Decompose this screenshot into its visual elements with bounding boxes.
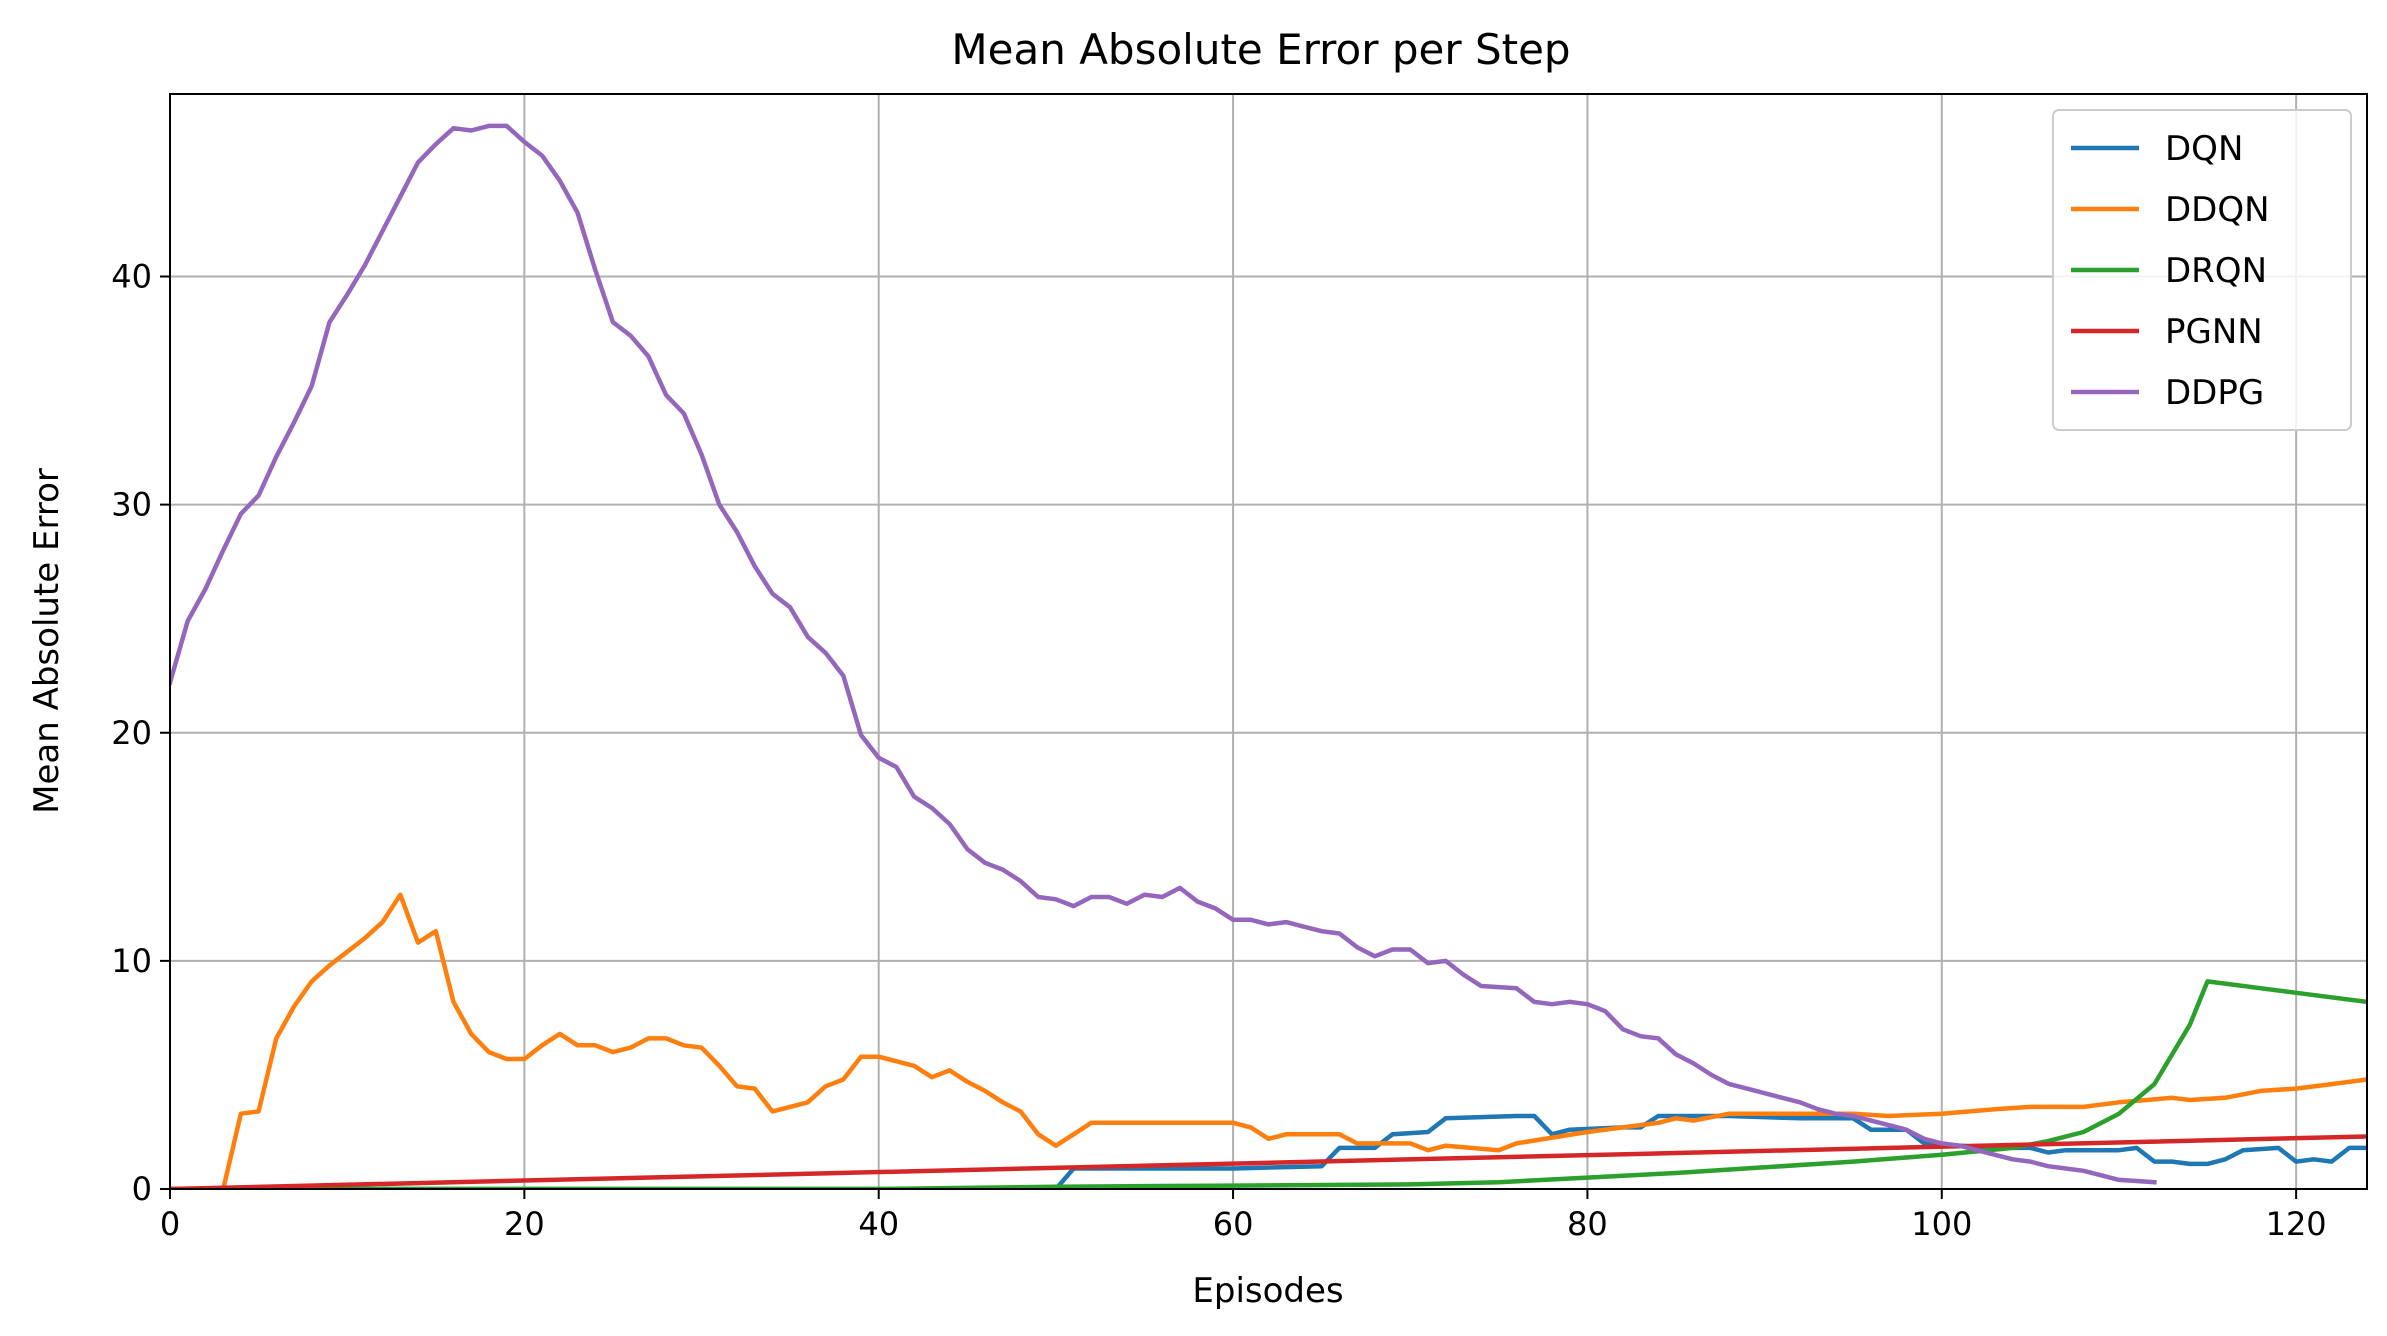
x-axis-label: Episodes <box>1192 1271 1343 1311</box>
chart-title: Mean Absolute Error per Step <box>951 25 1570 74</box>
legend-label-pgnn: PGNN <box>2165 312 2263 352</box>
y-tick-label: 0 <box>132 1170 152 1208</box>
y-tick-label: 20 <box>111 714 152 752</box>
axis-ticks: 0 20 40 60 80 100 120 0 10 20 30 40 <box>111 258 2326 1244</box>
y-tick-label: 30 <box>111 486 152 524</box>
series-lines <box>170 123 2367 1189</box>
x-tick-label: 100 <box>1911 1205 1972 1243</box>
x-tick-label: 60 <box>1213 1205 1254 1243</box>
series-line-drqn <box>170 979 2367 1189</box>
legend-label-drqn: DRQN <box>2165 251 2267 291</box>
y-tick-label: 10 <box>111 942 152 980</box>
legend-label-dqn: DQN <box>2165 129 2243 169</box>
y-tick-label: 40 <box>111 258 152 296</box>
series-line-ddpg <box>170 123 2157 1185</box>
x-tick-label: 120 <box>2266 1205 2327 1243</box>
x-tick-label: 40 <box>858 1205 899 1243</box>
legend: DQN DDQN DRQN PGNN DDPG <box>2052 109 2352 431</box>
x-tick-label: 80 <box>1567 1205 1608 1243</box>
legend-label-ddpg: DDPG <box>2165 373 2264 413</box>
series-line-dqn <box>170 1113 2367 1189</box>
grid <box>169 94 2367 1190</box>
series-line-ddqn <box>170 892 2367 1189</box>
x-tick-label: 0 <box>160 1205 180 1243</box>
legend-box <box>2052 109 2352 431</box>
plot-frame <box>169 93 2368 1190</box>
y-axis-label: Mean Absolute Error <box>27 468 67 814</box>
series-line-pgnn <box>170 1134 2367 1189</box>
x-tick-label: 20 <box>504 1205 545 1243</box>
legend-label-ddqn: DDQN <box>2165 190 2270 230</box>
